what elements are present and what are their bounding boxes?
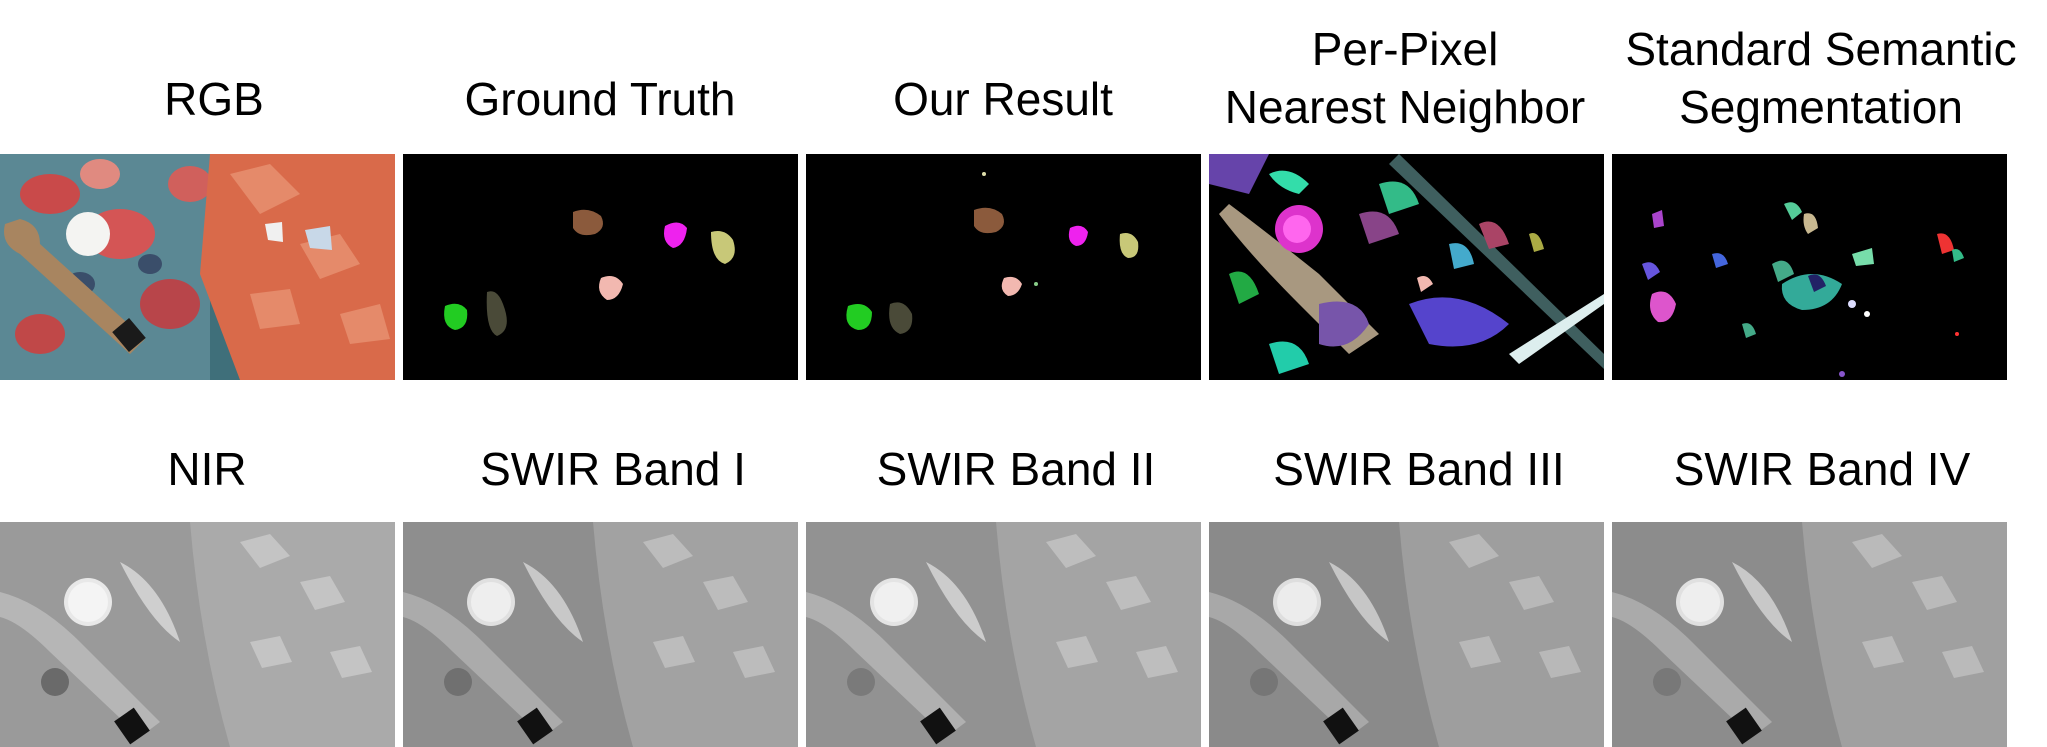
swir-band-3-image <box>1209 522 1604 747</box>
caption-rgb: RGB <box>164 73 264 125</box>
our-result-image <box>806 154 1201 380</box>
swir-band-2-image <box>806 522 1201 747</box>
caption-nir: NIR <box>167 443 247 495</box>
caption-ground-truth: Ground Truth <box>464 73 736 125</box>
caption-standard-semantic-seg: Standard Semantic Segmentation <box>1625 23 2017 133</box>
nir-image <box>0 522 395 747</box>
caption-swir-band-2: SWIR Band II <box>876 443 1156 495</box>
swir-band-4-image <box>1612 522 2007 747</box>
ground-truth-image <box>403 154 798 380</box>
per-pixel-nearest-neighbor-image <box>1209 154 1604 380</box>
caption-per-pixel-nn: Per-Pixel Nearest Neighbor <box>1224 23 1586 133</box>
standard-semantic-segmentation-image <box>1612 154 2007 380</box>
caption-our-result: Our Result <box>893 73 1113 125</box>
caption-swir-band-4: SWIR Band IV <box>1673 443 1971 495</box>
swir-band-1-image <box>403 522 798 747</box>
caption-swir-band-3: SWIR Band III <box>1273 443 1565 495</box>
rgb-image <box>0 154 395 380</box>
caption-swir-band-1: SWIR Band I <box>480 443 746 495</box>
